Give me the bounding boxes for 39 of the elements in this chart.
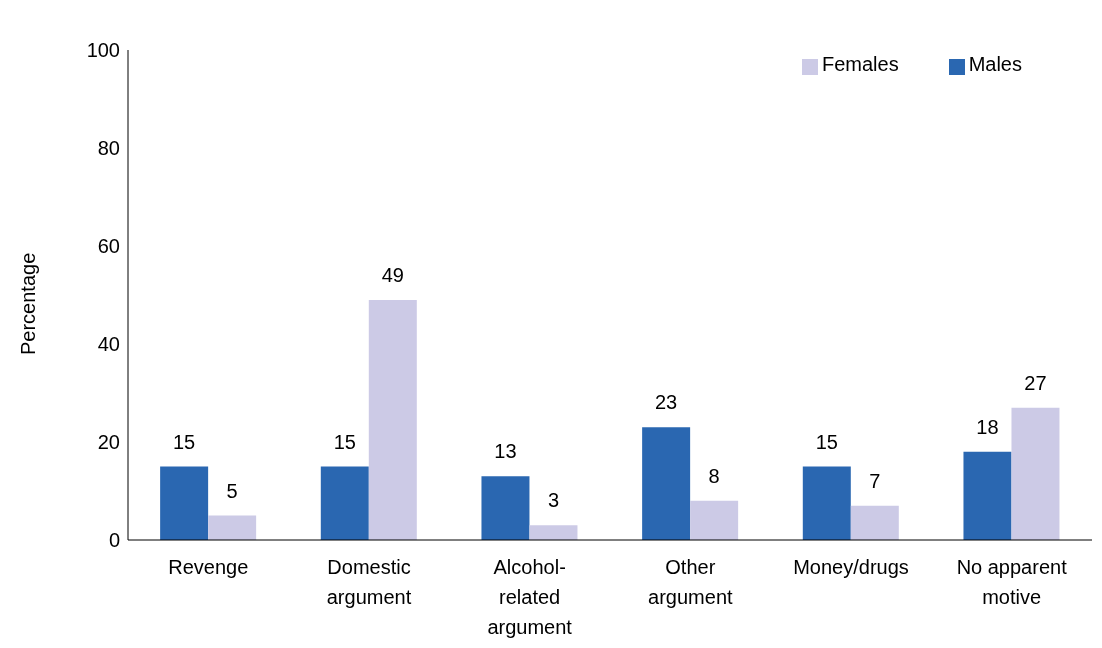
x-tick-label: Revenge xyxy=(168,556,249,578)
data-label: 18 xyxy=(976,415,999,438)
bar xyxy=(320,466,369,540)
data-label: 3 xyxy=(547,489,560,512)
data-label: 27 xyxy=(1024,371,1047,394)
y-tick-label: 100 xyxy=(86,39,120,62)
bar xyxy=(963,451,1012,540)
data-label: 15 xyxy=(815,430,838,453)
bar xyxy=(1011,407,1060,540)
data-label: 15 xyxy=(333,430,356,453)
y-axis-title: Percentage xyxy=(17,252,40,355)
x-tick-label: Other argument xyxy=(648,556,734,608)
data-label: 15 xyxy=(173,430,196,453)
data-label: 13 xyxy=(494,440,517,463)
x-tick-label: Alcohol-related argument xyxy=(487,556,573,638)
bar xyxy=(481,476,530,540)
data-label: 8 xyxy=(708,464,720,487)
bar xyxy=(529,525,578,540)
bar xyxy=(802,466,851,540)
legend-label: Females xyxy=(821,53,899,75)
x-tick-label: No apparent motive xyxy=(956,556,1068,608)
y-tick-label: 40 xyxy=(97,333,120,356)
data-label: 7 xyxy=(869,469,881,492)
y-tick-label: 80 xyxy=(97,137,120,160)
x-tick-label: Domestic argument xyxy=(326,556,412,608)
data-label: 23 xyxy=(655,391,678,414)
bar xyxy=(368,299,417,540)
bar xyxy=(160,466,209,540)
y-tick-label: 20 xyxy=(97,431,120,454)
y-tick-label: 60 xyxy=(97,235,120,258)
data-label: 5 xyxy=(226,479,238,502)
data-label: 49 xyxy=(381,263,404,286)
legend-label: Males xyxy=(968,53,1022,75)
bar xyxy=(850,505,899,540)
y-tick-label: 0 xyxy=(108,529,120,552)
x-tick-label: Money/drugs xyxy=(793,556,909,578)
bar xyxy=(208,515,257,540)
bar xyxy=(642,427,691,540)
bar xyxy=(690,500,739,540)
